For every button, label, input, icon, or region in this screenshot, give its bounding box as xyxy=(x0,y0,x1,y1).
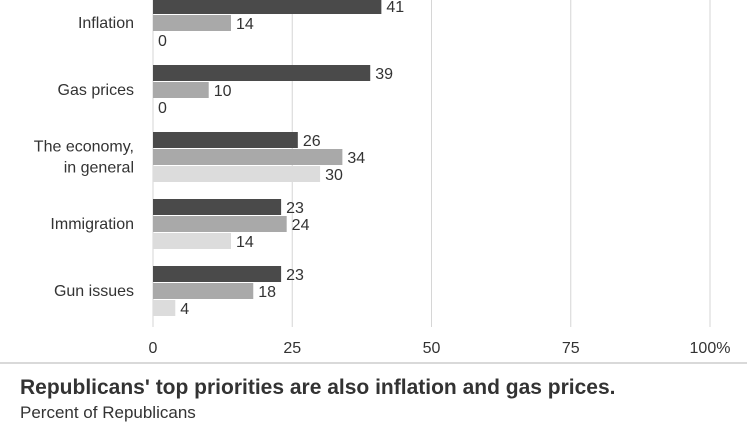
bar xyxy=(153,216,287,232)
bar xyxy=(153,15,231,31)
chart-area: 0 25 50 75 100% Inflation 41 14 0 Gas prices 39 10 0… xyxy=(34,0,731,357)
bar-chart: 0 25 50 75 100% Inflation 41 14 0 Gas prices 39 10 0… xyxy=(34,0,731,357)
x-tick-label: 25 xyxy=(283,340,301,357)
bar-value-label: 41 xyxy=(386,0,404,16)
chart-title: Republicans' top priorities are also inf… xyxy=(20,376,616,399)
category-label: Gas prices xyxy=(58,82,134,99)
bar xyxy=(153,199,282,215)
category-label: Gun issues xyxy=(54,283,134,300)
bar-value-label: 23 xyxy=(286,200,304,217)
bar-value-label: 14 xyxy=(236,234,254,251)
bar xyxy=(153,266,282,282)
category-label: Immigration xyxy=(50,216,134,233)
x-tick-label: 50 xyxy=(423,340,441,357)
bar-value-label: 18 xyxy=(258,284,276,301)
bar-value-label: 39 xyxy=(375,66,393,83)
bar-value-label: 26 xyxy=(303,133,321,150)
bar-value-label: 0 xyxy=(158,33,167,50)
bar-value-label: 24 xyxy=(292,217,310,234)
bar xyxy=(153,149,343,165)
bar xyxy=(153,300,176,316)
category-label: Inflation xyxy=(78,15,134,32)
bar xyxy=(153,0,382,14)
bar-value-label: 10 xyxy=(214,83,232,100)
bar-value-label: 14 xyxy=(236,16,254,33)
bar xyxy=(153,233,231,249)
bar-value-label: 23 xyxy=(286,267,304,284)
bar-value-label: 0 xyxy=(158,100,167,117)
category-label: The economy, xyxy=(34,139,134,156)
bar xyxy=(153,166,321,182)
x-tick-label: 100% xyxy=(690,340,731,357)
bar-value-label: 4 xyxy=(180,301,189,318)
bar xyxy=(153,82,209,98)
bar-value-label: 34 xyxy=(347,150,365,167)
bar xyxy=(153,283,254,299)
category-label: in general xyxy=(64,160,134,177)
x-tick-label: 0 xyxy=(149,340,158,357)
bar xyxy=(153,65,371,81)
bar-value-label: 30 xyxy=(325,167,343,184)
x-tick-label: 75 xyxy=(562,340,580,357)
divider xyxy=(0,362,747,364)
chart-subtitle: Percent of Republicans xyxy=(20,403,196,422)
bar xyxy=(153,132,298,148)
